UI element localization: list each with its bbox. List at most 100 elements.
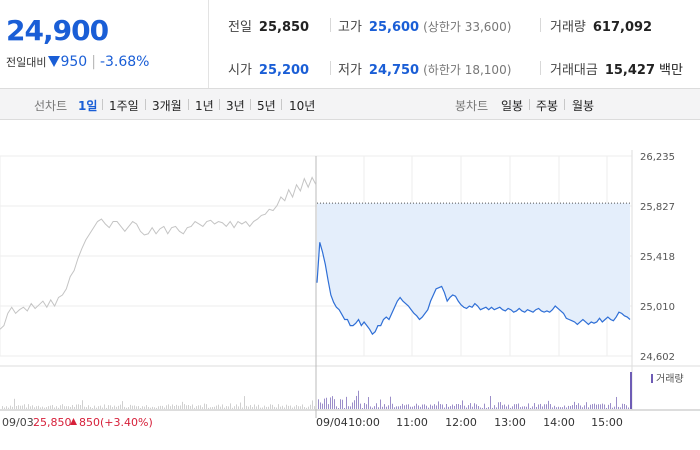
today-volume-bar [538,404,539,409]
prev-volume-bar [180,405,181,409]
today-volume-bar [504,404,505,409]
today-volume-bar [406,404,407,409]
today-volume-bar-last [630,372,632,409]
x-tick-label: 15:00 [591,416,623,429]
prev-volume-bar [98,406,99,409]
today-volume-bar [454,405,455,409]
today-volume-bar [422,404,423,409]
prev-volume-bar [110,405,111,409]
prev-volume-bar [70,406,71,409]
chart-grid [0,150,700,418]
prev-volume-bar [206,404,207,409]
today-volume-bar [534,403,535,409]
prev-volume-bar [78,404,79,409]
today-volume-bar [368,397,369,409]
today-volume-bar [598,404,599,409]
period-tab-10y[interactable]: 10년 [289,99,316,113]
prev-volume-bar [148,406,149,409]
prev-volume-bar [264,405,265,409]
today-volume-bar [480,407,481,409]
prev-volume-bar [160,405,161,409]
stat-high: 고가 25,600 (상한가 33,600) [338,20,512,35]
stat-low: 저가 24,750 (하한가 18,100) [338,63,512,78]
prev-volume-bar [208,407,209,409]
period-tab-1y[interactable]: 1년 [195,99,214,113]
period-tab-1d[interactable]: 1일 [78,99,98,113]
today-volume-bar [366,404,367,409]
prev-volume-bar [210,407,211,409]
prev-volume-bar [92,407,93,409]
prev-volume-bar [306,407,307,409]
prev-volume-bar [54,407,55,409]
today-volume-bar [498,402,499,409]
today-volume-bar [510,407,511,409]
stat-amount: 거래대금 15,427 백만 [550,63,683,78]
prev-volume-bar [190,405,191,409]
price-summary: 24,900 전일대비 950 | -3.68% 전일 25,850 고가 25,600(… [0,0,700,89]
prev-volume-bar [218,404,219,409]
today-volume-bar [546,404,547,409]
today-volume-bar [506,406,507,409]
today-volume-bar [590,404,591,409]
stat-prev-close: 전일 25,850 [228,20,310,35]
today-volume-bar [446,404,447,409]
prev-volume-bar [84,406,85,409]
prev-volume-bar [248,406,249,409]
today-volume-bar [530,407,531,409]
today-volume-bar [548,400,549,409]
prev-volume-bar [140,407,141,409]
prev-volume-bar [226,406,227,409]
today-volume-bar [440,404,441,409]
candle-tab-monthly[interactable]: 월봉 [572,99,595,113]
stat-divider [330,18,331,32]
today-volume-bar [338,407,339,409]
period-tab-1w[interactable]: 1주일 [109,99,139,113]
today-volume-bar [556,407,557,409]
candle-chart-label: 봉차트 [455,99,489,113]
today-volume-bar [398,406,399,409]
prev-volume-bar [274,406,275,409]
today-volume-bar [432,405,433,409]
prev-volume-bar [280,406,281,409]
prev-volume-bar [266,406,267,409]
today-volume-bar [394,407,395,409]
candle-tab-weekly[interactable]: 주봉 [536,99,559,113]
stat-divider [540,18,541,32]
up-triangle-icon [70,418,77,425]
prev-volume-bar [220,406,221,409]
today-volume-bar [572,405,573,409]
today-volume-bar [428,407,429,409]
prev-volume-bar [18,405,19,409]
y-tick-label: 25,418 [640,252,675,263]
prev-day-date: 09/03 [2,416,34,429]
today-volume-bar [626,405,627,409]
prev-volume-bar [176,404,177,409]
today-volume-bar [378,407,379,409]
today-volume-bar [476,404,477,409]
today-volume-bar [318,399,319,409]
today-volume-bar [612,407,613,409]
period-tab-5y[interactable]: 5년 [257,99,276,113]
today-volume-bar [450,406,451,409]
today-volume-bar [452,404,453,409]
price-chart[interactable]: 26,235 25,827 25,418 25,010 24,602 09/04 10:0… [0,120,700,450]
change-label: 전일대비 [6,56,47,69]
candle-tab-daily[interactable]: 일봉 [501,99,524,113]
today-volume-bar [544,404,545,409]
period-tab-3m[interactable]: 3개월 [152,99,182,113]
today-volume-bar [522,406,523,409]
prev-volume-bar [136,406,137,409]
x-tick-label: 13:00 [494,416,526,429]
prev-volume-bar [254,404,255,409]
today-volume-bar [578,403,579,409]
prev-volume-bar [240,402,241,409]
prev-volume-bar [14,398,15,409]
prev-volume-bar [214,406,215,409]
volume-legend-swatch [651,374,653,383]
prev-volume-bar [122,401,123,409]
prev-volume-bar [204,403,205,409]
x-tick-label: 11:00 [396,416,428,429]
prev-volume-bar [42,406,43,409]
today-volume-bar [484,403,485,409]
period-tab-3y[interactable]: 3년 [226,99,245,113]
